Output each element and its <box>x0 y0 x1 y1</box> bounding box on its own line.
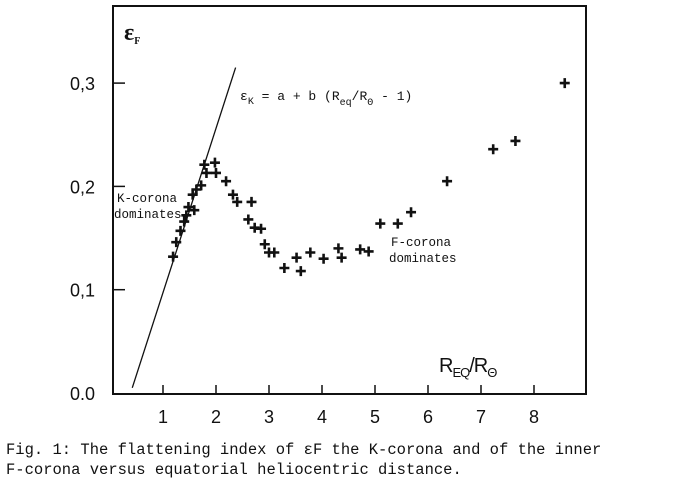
x-tick-label: 6 <box>423 407 433 427</box>
data-point <box>305 247 316 258</box>
y-tick-label: 0.0 <box>70 384 95 404</box>
plot-frame <box>112 5 587 395</box>
x-tick-label: 1 <box>158 407 168 427</box>
x-tick-label: 3 <box>264 407 274 427</box>
y-tick-label: 0,1 <box>70 281 95 301</box>
data-point <box>181 210 192 221</box>
data-point <box>209 157 220 168</box>
data-point <box>256 223 267 234</box>
fit-formula: εK = a + b (Req/RΘ - 1) <box>240 89 412 109</box>
f-corona-label: F-corona <box>391 236 452 250</box>
f-corona-label-2: dominates <box>389 252 457 266</box>
data-point <box>336 252 347 263</box>
k-corona-label-2: dominates <box>114 208 182 222</box>
data-point <box>291 252 302 263</box>
k-corona-label: K-corona <box>117 192 178 206</box>
data-point <box>211 167 221 178</box>
data-point <box>333 243 344 254</box>
x-axis-label: REQ/RΘ <box>439 355 497 380</box>
caption-line-1: Fig. 1: The flattening index of εF the K… <box>6 441 602 459</box>
x-tick-label: 7 <box>476 407 486 427</box>
data-point <box>355 244 366 255</box>
data-point <box>199 159 210 170</box>
y-tick-label: 0,3 <box>70 74 95 94</box>
data-point <box>187 189 198 200</box>
data-point <box>183 202 194 213</box>
data-point <box>510 135 521 146</box>
data-point <box>406 207 417 218</box>
data-point <box>488 144 499 155</box>
data-point <box>392 218 403 229</box>
data-point <box>363 246 374 257</box>
data-point <box>269 247 280 258</box>
x-tick-label: 2 <box>211 407 221 427</box>
data-point <box>221 176 232 187</box>
data-point <box>201 167 212 178</box>
y-tick-label: 0,2 <box>70 177 95 197</box>
data-point <box>227 189 238 200</box>
y-axis-label: εF <box>124 20 140 47</box>
data-point <box>279 263 290 274</box>
data-point <box>246 196 257 207</box>
data-point <box>232 196 243 207</box>
figure-caption: Fig. 1: The flattening index of εF the K… <box>6 440 601 480</box>
data-point <box>375 218 386 229</box>
x-tick-label: 4 <box>317 407 327 427</box>
x-tick-label: 5 <box>370 407 380 427</box>
data-point <box>168 251 179 262</box>
data-point <box>179 216 190 227</box>
k-corona-fit-line <box>131 67 237 389</box>
data-point <box>171 237 182 248</box>
data-point <box>442 176 453 187</box>
data-point <box>295 266 306 277</box>
data-point <box>318 253 329 264</box>
caption-line-2: F-corona versus equatorial heliocentric … <box>6 461 462 479</box>
data-point <box>196 180 207 191</box>
data-point <box>175 225 186 236</box>
x-tick-label: 8 <box>529 407 539 427</box>
data-point <box>189 205 200 216</box>
data-point <box>243 214 254 225</box>
data-point <box>259 239 270 250</box>
data-point <box>559 78 570 89</box>
